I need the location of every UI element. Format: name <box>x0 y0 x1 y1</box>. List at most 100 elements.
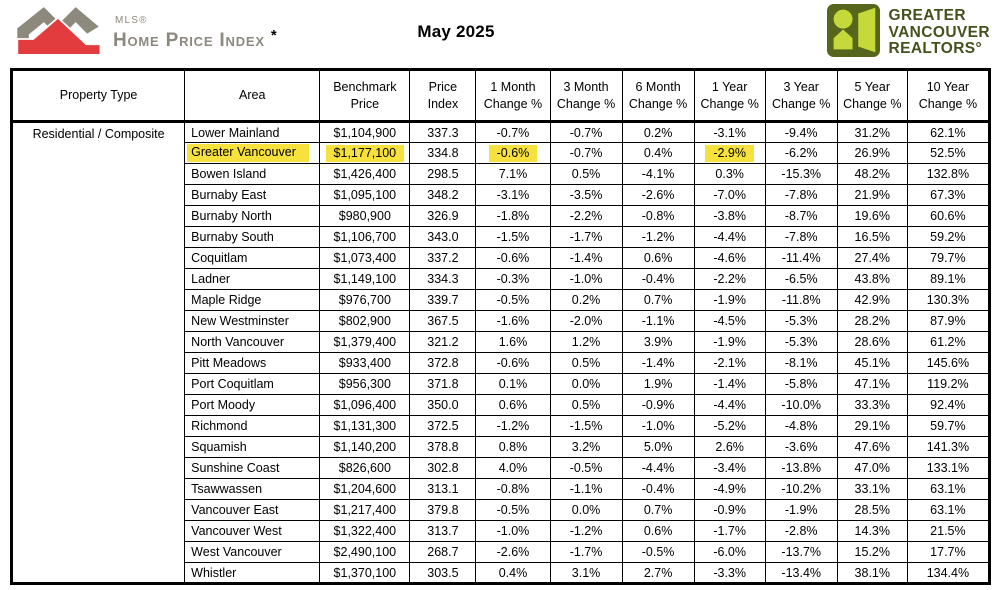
benchmark-cell: $1,106,700 <box>319 226 411 248</box>
y5-cell: 16.5% <box>836 226 908 248</box>
m3-cell: 0.5% <box>549 352 623 374</box>
m3-cell: -1.7% <box>549 541 623 563</box>
benchmark-cell: $1,217,400 <box>319 499 411 521</box>
index-cell: 313.7 <box>409 520 477 542</box>
m1-cell: -3.1% <box>475 184 551 206</box>
y5-cell: 47.6% <box>836 436 908 458</box>
area-cell: Greater Vancouver <box>184 142 321 164</box>
m1-cell: -0.8% <box>475 478 551 500</box>
table-row: West Vancouver $2,490,100 268.7 -2.6% -1.7% -… <box>12 541 991 563</box>
hpi-table: Property Type Area Benchmark Price Price Inde… <box>10 68 991 585</box>
gvr-icon <box>826 4 880 62</box>
benchmark-cell: $1,322,400 <box>319 520 411 542</box>
gvr-line-2: VANCOUVER <box>888 23 990 41</box>
table-row: Vancouver East $1,217,400 379.8 -0.5% 0.0% 0.… <box>12 499 991 521</box>
m1-cell: -0.6% <box>475 352 551 374</box>
m6-cell: -1.2% <box>621 226 695 248</box>
m3-cell: 0.5% <box>549 394 623 416</box>
benchmark-cell: $956,300 <box>319 373 411 395</box>
m3-cell: -1.7% <box>549 226 623 248</box>
index-cell: 348.2 <box>409 184 477 206</box>
m3-cell: -1.5% <box>549 415 623 437</box>
m1-cell: -0.5% <box>475 289 551 311</box>
area-cell: North Vancouver <box>184 331 321 353</box>
m1-cell: 1.6% <box>475 331 551 353</box>
table-row: Coquitlam $1,073,400 337.2 -0.6% -1.4% 0.6% -4… <box>12 247 991 269</box>
area-cell: Squamish <box>184 436 321 458</box>
m6-cell: 3.9% <box>621 331 695 353</box>
highlight: -2.9% <box>705 144 754 162</box>
m6-cell: 0.7% <box>621 499 695 521</box>
y5-cell: 28.2% <box>836 310 908 332</box>
index-cell: 298.5 <box>409 163 477 185</box>
y5-cell: 19.6% <box>836 205 908 227</box>
m3-cell: -2.0% <box>549 310 623 332</box>
table-header: Property Type Area Benchmark Price Price Inde… <box>10 69 991 123</box>
area-cell: Bowen Island <box>184 163 321 185</box>
area-cell: Richmond <box>184 415 321 437</box>
y3-cell: -5.8% <box>764 373 838 395</box>
y1-cell: -4.4% <box>693 226 766 248</box>
benchmark-cell: $1,140,200 <box>319 436 411 458</box>
m6-cell: -0.9% <box>621 394 695 416</box>
header-row: Property Type Area Benchmark Price Price Inde… <box>10 69 991 123</box>
area-cell: Pitt Meadows <box>184 352 321 374</box>
y3-cell: -11.8% <box>764 289 838 311</box>
y5-cell: 26.9% <box>836 142 908 164</box>
y3-cell: -1.9% <box>764 499 838 521</box>
index-cell: 334.3 <box>409 268 477 290</box>
y5-cell: 45.1% <box>836 352 908 374</box>
y3-cell: -2.8% <box>764 520 838 542</box>
m6-cell: 5.0% <box>621 436 695 458</box>
y3-cell: -6.5% <box>764 268 838 290</box>
top-bar: MLS® Home Price Index * May 2025 GREATER… <box>0 0 1002 66</box>
area-cell: Vancouver East <box>184 499 321 521</box>
m6-cell: 0.4% <box>621 142 695 164</box>
m6-cell: -0.4% <box>621 478 695 500</box>
y3-cell: -5.3% <box>764 331 838 353</box>
table-row: Port Coquitlam $956,300 371.8 0.1% 0.0% 1.9% -… <box>12 373 991 395</box>
y1-cell: -4.9% <box>693 478 766 500</box>
gvr-logo: GREATER VANCOUVER REALTORS° <box>826 4 991 62</box>
m1-cell: -1.5% <box>475 226 551 248</box>
y10-cell: 79.7% <box>906 247 991 269</box>
table-container: Property Type Area Benchmark Price Price Inde… <box>10 68 991 585</box>
y10-cell: 67.3% <box>906 184 991 206</box>
col-header-y1: 1 Year Change % <box>693 69 766 123</box>
highlight: -0.6% <box>488 144 538 162</box>
col-header-m3: 3 Month Change % <box>549 69 623 123</box>
m3-cell: -1.2% <box>549 520 623 542</box>
index-cell: 326.9 <box>409 205 477 227</box>
y3-cell: -7.8% <box>764 226 838 248</box>
index-cell: 334.8 <box>409 142 477 164</box>
area-cell: New Westminster <box>184 310 321 332</box>
benchmark-cell: $1,370,100 <box>319 562 411 584</box>
table-row: Pitt Meadows $933,400 372.8 -0.6% 0.5% -1.4% -… <box>12 352 991 374</box>
m6-cell: 0.6% <box>621 247 695 269</box>
index-cell: 378.8 <box>409 436 477 458</box>
area-cell: Tsawwassen <box>184 478 321 500</box>
y3-cell: -13.8% <box>764 457 838 479</box>
table-row: Vancouver West $1,322,400 313.7 -1.0% -1.2% 0… <box>12 520 991 542</box>
index-cell: 339.7 <box>409 289 477 311</box>
benchmark-cell: $1,073,400 <box>319 247 411 269</box>
y3-cell: -8.7% <box>764 205 838 227</box>
y1-cell: -1.7% <box>693 520 766 542</box>
m3-cell: -0.5% <box>549 457 623 479</box>
y1-cell: -1.9% <box>693 289 766 311</box>
y10-cell: 133.1% <box>906 457 991 479</box>
y3-cell: -7.8% <box>764 184 838 206</box>
y5-cell: 33.3% <box>836 394 908 416</box>
y10-cell: 63.1% <box>906 478 991 500</box>
col-header-ptype: Property Type <box>10 69 186 123</box>
index-cell: 337.3 <box>409 121 477 143</box>
benchmark-cell: $980,900 <box>319 205 411 227</box>
m3-cell: -2.2% <box>549 205 623 227</box>
col-header-y3: 3 Year Change % <box>764 69 838 123</box>
area-cell: Lower Mainland <box>184 121 321 143</box>
m1-cell: 4.0% <box>475 457 551 479</box>
y3-cell: -13.7% <box>764 541 838 563</box>
y3-cell: -10.0% <box>764 394 838 416</box>
y3-cell: -8.1% <box>764 352 838 374</box>
